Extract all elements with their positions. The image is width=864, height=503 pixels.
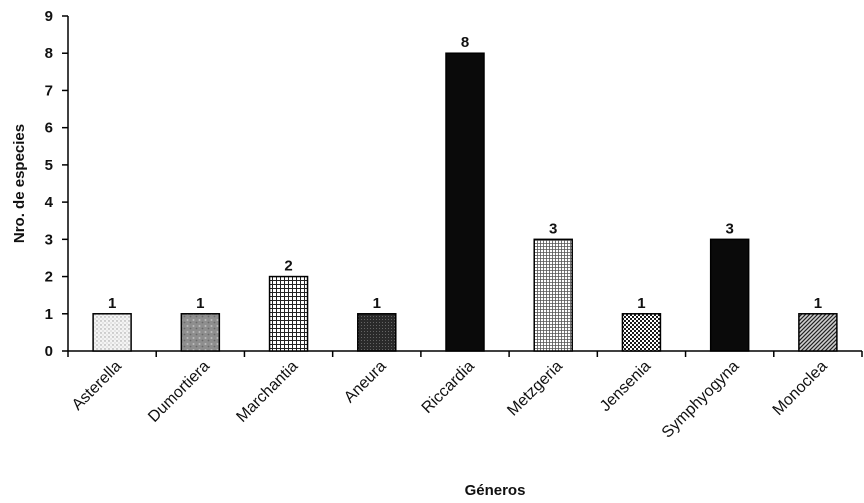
category-label-riccardia: Riccardia xyxy=(419,358,478,417)
x-ticks xyxy=(67,351,863,357)
category-label-jensenia: Jensenia xyxy=(597,358,654,415)
category-label-marchantia: Marchantia xyxy=(233,358,301,426)
bar-marchantia xyxy=(268,275,309,352)
category-label-asterella: Asterella xyxy=(69,358,125,414)
y-tick-label: 1 xyxy=(45,306,53,323)
data-label-aneura: 1 xyxy=(373,295,381,312)
data-label-marchantia: 2 xyxy=(284,258,292,275)
bar-metzgeria xyxy=(533,238,573,352)
data-label-metzgeria: 3 xyxy=(549,220,557,237)
category-label-metzgeria: Metzgeria xyxy=(504,358,566,420)
y-tick-label: 8 xyxy=(45,45,53,62)
bar-dumortiera xyxy=(180,313,221,352)
y-tick-label: 2 xyxy=(45,269,53,286)
data-label-jensenia: 1 xyxy=(637,295,645,312)
category-label-dumortiera: Dumortiera xyxy=(145,358,213,426)
bar-symphyogyna xyxy=(709,238,750,352)
x-axis-title: Géneros xyxy=(465,482,526,499)
y-tick-label: 9 xyxy=(45,8,53,25)
category-labels: Asterella Dumortiera Marchantia Aneura Ricca… xyxy=(69,358,831,442)
y-tick-label: 0 xyxy=(45,343,53,360)
y-ticks: 0 1 2 3 4 5 6 7 8 9 xyxy=(45,8,68,360)
category-label-aneura: Aneura xyxy=(341,358,390,407)
data-label-riccardia: 8 xyxy=(461,34,469,51)
category-label-symphyogyna: Symphyogyna xyxy=(659,358,743,442)
data-label-asterella: 1 xyxy=(108,295,116,312)
bar-monoclea xyxy=(798,313,838,352)
y-tick-label: 7 xyxy=(45,82,53,99)
y-tick-label: 3 xyxy=(45,231,53,248)
data-label-dumortiera: 1 xyxy=(196,295,204,312)
y-tick-label: 5 xyxy=(45,157,53,174)
category-label-monoclea: Monoclea xyxy=(770,358,831,419)
bar-aneura xyxy=(357,313,397,352)
y-tick-label: 4 xyxy=(45,194,54,211)
bar-asterella xyxy=(92,313,132,352)
bars xyxy=(92,52,838,352)
y-tick-label: 6 xyxy=(45,120,53,137)
data-label-symphyogyna: 3 xyxy=(725,220,733,237)
data-label-monoclea: 1 xyxy=(814,295,822,312)
bar-jensenia xyxy=(621,313,662,352)
y-axis-title: Nro. de especies xyxy=(11,124,28,243)
data-labels: 1 1 2 1 8 3 1 3 1 xyxy=(108,34,822,312)
bar-riccardia xyxy=(445,52,485,352)
